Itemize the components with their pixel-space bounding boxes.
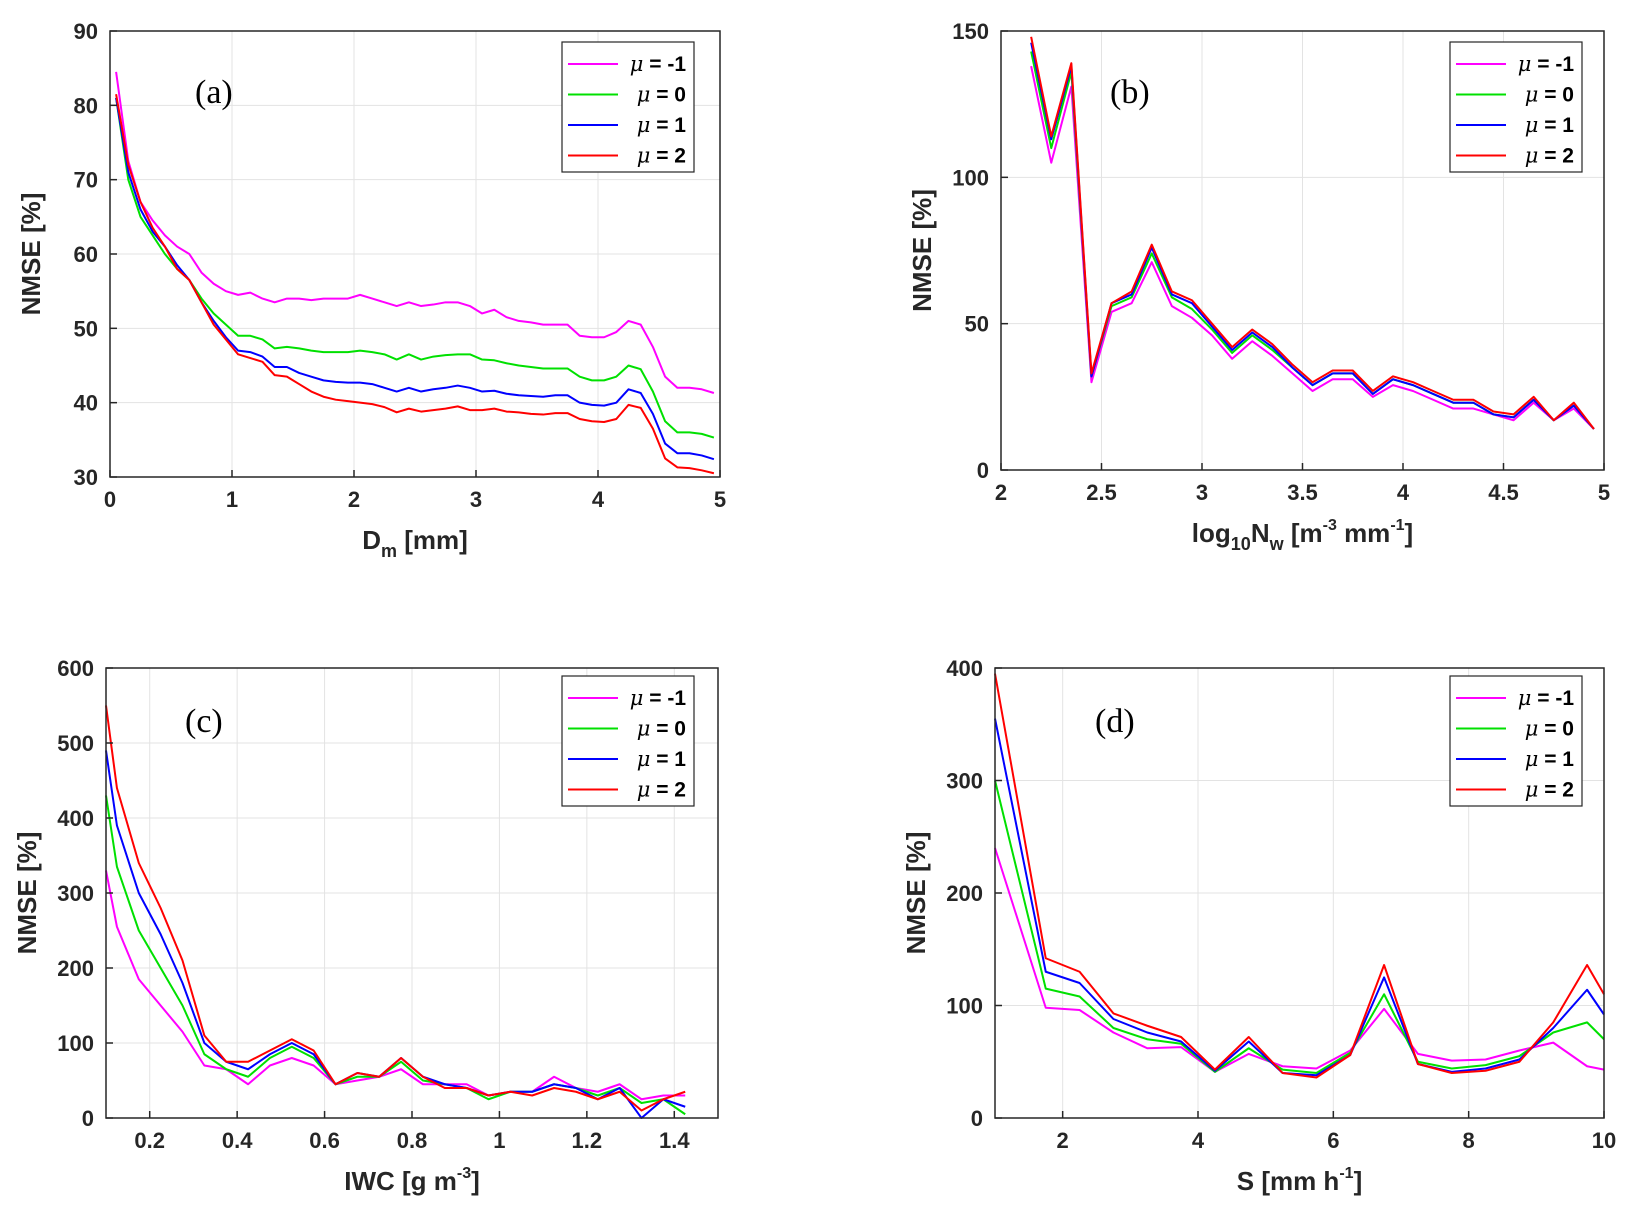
y-tick-label: 500 — [57, 731, 94, 756]
x-tick-label: 0.4 — [222, 1128, 253, 1153]
y-tick-label: 600 — [57, 656, 94, 681]
x-tick-label: 0 — [104, 487, 116, 512]
x-tick-label: 1.4 — [659, 1128, 690, 1153]
y-tick-label: 0 — [82, 1106, 94, 1131]
chart-panel-2: 0.2 0.4 0.6 0.8 1 1.2 1.4 0 100 200 300 400 500 600 NM… — [12, 656, 719, 1196]
x-tick-label: 2 — [995, 480, 1007, 505]
x-tick-label: 0.6 — [309, 1128, 340, 1153]
series-line-mu-0 — [994, 847, 1605, 1073]
series-line-mu-2 — [994, 718, 1605, 1077]
x-tick-label: 2 — [348, 487, 360, 512]
legend-entry: μ = 1 — [1525, 747, 1575, 771]
y-tick-label: 100 — [57, 1031, 94, 1056]
x-tick-label: 6 — [1327, 1128, 1339, 1153]
y-tick-label: 150 — [952, 19, 989, 44]
y-tick-label: 100 — [952, 165, 989, 190]
y-tick-label: 30 — [74, 465, 98, 490]
series-line-mu-2 — [1030, 42, 1595, 430]
x-tick-label: 0.8 — [397, 1128, 428, 1153]
legend-entry: μ = -1 — [630, 686, 687, 710]
y-axis-label: NMSE [%] — [907, 189, 937, 312]
series-line-mu-3 — [115, 94, 715, 475]
y-axis-label: NMSE [%] — [16, 193, 46, 316]
x-tick-label: 5 — [714, 487, 726, 512]
series-line-mu-1 — [994, 780, 1605, 1074]
legend-entry: μ = 1 — [637, 747, 687, 771]
legend-entry: μ = 2 — [1525, 778, 1574, 802]
x-axis-label: S [mm h-1] — [1237, 1165, 1362, 1196]
x-tick-label: 4 — [1192, 1128, 1205, 1153]
x-tick-label: 1 — [493, 1128, 505, 1153]
legend-entry: μ = 2 — [637, 778, 686, 802]
panel-label: (b) — [1110, 74, 1150, 111]
legend-entry: μ = 2 — [637, 144, 686, 168]
legend-entry: μ = 1 — [1525, 113, 1575, 137]
y-tick-label: 40 — [74, 391, 98, 416]
x-axis-label: IWC [g m-3] — [344, 1165, 480, 1196]
series-line-mu-3 — [1030, 36, 1595, 430]
x-tick-label: 1 — [226, 487, 238, 512]
legend-entry: μ = 1 — [637, 113, 687, 137]
x-tick-label: 8 — [1463, 1128, 1475, 1153]
y-tick-label: 50 — [74, 316, 98, 341]
y-tick-label: 70 — [74, 168, 98, 193]
x-axis-label: Dm [mm] — [362, 525, 468, 561]
x-tick-label: 4 — [592, 487, 605, 512]
x-tick-label: 4.5 — [1488, 480, 1519, 505]
legend-entry: μ = 0 — [637, 83, 686, 107]
y-tick-label: 50 — [965, 312, 989, 337]
panel-label: (d) — [1095, 703, 1135, 740]
y-tick-label: 200 — [57, 956, 94, 981]
y-tick-label: 400 — [946, 656, 983, 681]
y-tick-label: 90 — [74, 19, 98, 44]
x-axis-label: log10Nw [m-3 mm-1] — [1192, 517, 1413, 554]
series-line-mu-0 — [105, 870, 686, 1101]
series-line-mu-3 — [105, 705, 686, 1112]
series-line-mu-0 — [115, 71, 715, 394]
y-tick-label: 60 — [74, 242, 98, 267]
y-tick-label: 300 — [57, 881, 94, 906]
y-tick-label: 200 — [946, 881, 983, 906]
chart-panel-0: 0 1 2 3 4 5 30 40 50 60 70 80 90 NMSE [%] Dm [mm] (a) μ … — [16, 19, 726, 561]
legend-entry: μ = -1 — [1518, 686, 1575, 710]
x-tick-label: 0.2 — [134, 1128, 165, 1153]
legend-entry: μ = -1 — [1518, 52, 1575, 76]
series-line-mu-3 — [994, 673, 1605, 1079]
x-tick-label: 4 — [1397, 480, 1410, 505]
y-tick-label: 400 — [57, 806, 94, 831]
panel-label: (a) — [195, 74, 233, 111]
y-tick-label: 0 — [977, 458, 989, 483]
series-line-mu-2 — [115, 97, 715, 461]
x-tick-label: 10 — [1592, 1128, 1616, 1153]
x-tick-label: 2.5 — [1086, 480, 1117, 505]
legend-entry: μ = 0 — [637, 717, 686, 741]
x-tick-label: 3 — [470, 487, 482, 512]
y-axis-label: NMSE [%] — [12, 832, 42, 955]
y-tick-label: 300 — [946, 769, 983, 794]
x-tick-label: 2 — [1057, 1128, 1069, 1153]
legend-entry: μ = -1 — [630, 52, 687, 76]
x-tick-label: 3.5 — [1287, 480, 1318, 505]
y-tick-label: 100 — [946, 994, 983, 1019]
legend-entry: μ = 0 — [1525, 83, 1574, 107]
series-line-mu-1 — [115, 97, 715, 439]
series-line-mu-1 — [105, 795, 686, 1116]
legend-entry: μ = 2 — [1525, 144, 1574, 168]
x-tick-label: 1.2 — [572, 1128, 603, 1153]
y-tick-label: 0 — [971, 1106, 983, 1131]
panel-label: (c) — [185, 703, 223, 740]
y-axis-label: NMSE [%] — [901, 832, 931, 955]
x-tick-label: 5 — [1598, 480, 1610, 505]
x-tick-label: 3 — [1196, 480, 1208, 505]
legend-entry: μ = 0 — [1525, 717, 1574, 741]
y-tick-label: 80 — [74, 93, 98, 118]
